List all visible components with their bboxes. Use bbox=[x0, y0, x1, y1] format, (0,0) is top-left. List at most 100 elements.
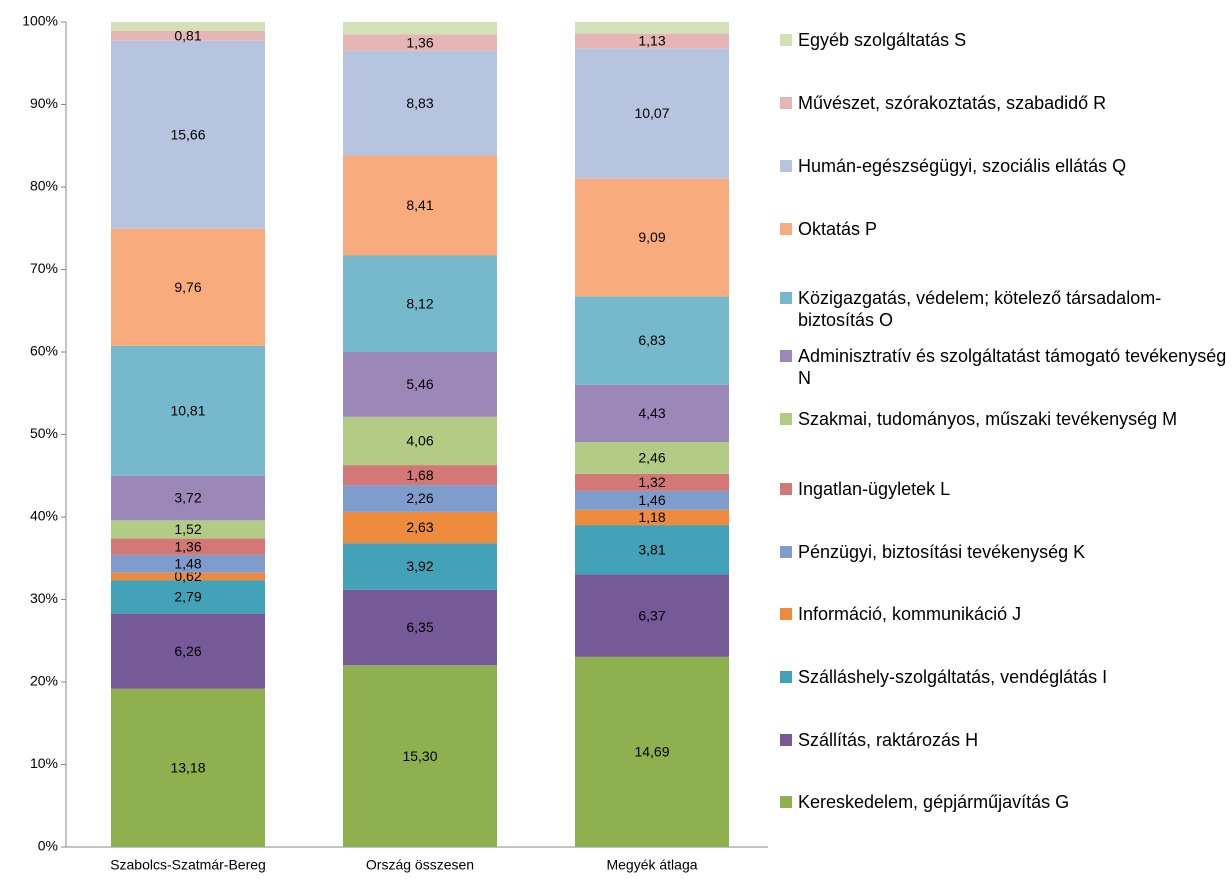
data-label: 10,07 bbox=[634, 105, 669, 121]
y-tick-label: 0% bbox=[38, 838, 58, 854]
x-tick-label: Ország összesen bbox=[366, 857, 474, 873]
bar-segment bbox=[575, 442, 729, 474]
legend-swatch bbox=[780, 350, 792, 362]
data-label: 1,36 bbox=[406, 34, 433, 50]
legend-swatch bbox=[780, 34, 792, 46]
bar-segment bbox=[575, 22, 729, 34]
data-label: 1,68 bbox=[406, 467, 433, 483]
bar-segment bbox=[343, 543, 497, 590]
legend-label: Ingatlan-ügyletek L bbox=[798, 479, 951, 499]
legend-label: Humán-egészségügyi, szociális ellátás Q bbox=[798, 156, 1127, 176]
legend-swatch bbox=[780, 160, 792, 172]
bar-segment bbox=[575, 574, 729, 657]
bar-segment bbox=[111, 520, 265, 539]
bar-segment bbox=[111, 475, 265, 521]
legend-label: Pénzügyi, biztosítási tevékenység K bbox=[798, 542, 1086, 562]
legend-label: Szállítás, raktározás H bbox=[798, 730, 979, 750]
y-tick-label: 30% bbox=[30, 590, 58, 606]
data-label: 1,13 bbox=[638, 33, 665, 49]
bar-segment bbox=[111, 688, 265, 847]
legend-label: Egyéb szolgáltatás S bbox=[798, 30, 967, 50]
legend-swatch bbox=[780, 413, 792, 425]
legend-item: Oktatás P bbox=[780, 218, 1228, 240]
bar-segment bbox=[111, 538, 265, 555]
data-label: 1,36 bbox=[174, 538, 201, 554]
data-label: 9,76 bbox=[174, 279, 201, 295]
legend-item: Szállítás, raktározás H bbox=[780, 729, 1228, 751]
legend-swatch bbox=[780, 483, 792, 495]
bar-segment bbox=[575, 33, 729, 49]
bar-segment bbox=[575, 178, 729, 297]
bar-segment bbox=[575, 296, 729, 385]
bar-segment bbox=[111, 31, 265, 41]
data-label: 1,52 bbox=[174, 521, 201, 537]
legend-swatch bbox=[780, 608, 792, 620]
bar-segment bbox=[575, 384, 729, 443]
bar-segment bbox=[343, 665, 497, 847]
legend-label: Információ, kommunikáció J bbox=[798, 604, 1022, 624]
legend-item: Művészet, szórakoztatás, szabadidő R bbox=[780, 92, 1228, 114]
legend-item: Szakmai, tudományos, műszaki tevékenység… bbox=[780, 408, 1228, 430]
data-label: 1,32 bbox=[638, 474, 665, 490]
bar-segment bbox=[343, 465, 497, 486]
bar-segment bbox=[343, 351, 497, 417]
legend-label: Adminisztratív és szolgáltatást támogató… bbox=[798, 346, 1227, 388]
data-label: 6,37 bbox=[638, 607, 665, 623]
bar-segment bbox=[575, 473, 729, 491]
bar-segment bbox=[111, 613, 265, 689]
bar-segment bbox=[111, 40, 265, 229]
data-label: 3,81 bbox=[638, 541, 665, 557]
bar-segment bbox=[575, 525, 729, 575]
data-label: 6,83 bbox=[638, 332, 665, 348]
y-tick-label: 70% bbox=[30, 260, 58, 276]
legend-swatch bbox=[780, 734, 792, 746]
bar-segment bbox=[343, 416, 497, 466]
y-tick-label: 10% bbox=[30, 755, 58, 771]
y-tick-label: 60% bbox=[30, 343, 58, 359]
data-label: 8,12 bbox=[406, 295, 433, 311]
data-label: 3,72 bbox=[174, 490, 201, 506]
bar-segment bbox=[343, 50, 497, 156]
legend-item: Szálláshely-szolgáltatás, vendéglátás I bbox=[780, 666, 1228, 688]
legend-label: Oktatás P bbox=[798, 219, 878, 239]
legend-swatch bbox=[780, 546, 792, 558]
bar-segment bbox=[575, 490, 729, 510]
legend-label: Szálláshely-szolgáltatás, vendéglátás I bbox=[798, 667, 1108, 687]
data-label: 2,26 bbox=[406, 490, 433, 506]
data-label: 8,41 bbox=[406, 197, 433, 213]
data-label: 5,46 bbox=[406, 376, 433, 392]
chart: 0% 10% 20% 30% 40% 50% 60% 70% 80% 90% 100% Szabolc… bbox=[22, 13, 768, 873]
data-label: 9,09 bbox=[638, 229, 665, 245]
y-tick-label: 50% bbox=[30, 425, 58, 441]
data-label: 1,18 bbox=[638, 509, 665, 525]
data-label: 15,66 bbox=[170, 126, 205, 142]
bar-segment bbox=[111, 572, 265, 581]
y-tick-label: 40% bbox=[30, 508, 58, 524]
legend-label: Közigazgatás, védelem; kötelező társadal… bbox=[798, 288, 1162, 330]
bar-segment bbox=[575, 48, 729, 179]
data-label: 13,18 bbox=[170, 760, 205, 776]
bar-segment bbox=[575, 656, 729, 847]
bar-segment bbox=[343, 255, 497, 352]
legend-item: Pénzügyi, biztosítási tevékenység K bbox=[780, 541, 1228, 563]
bar-segment bbox=[111, 345, 265, 476]
bar-segment bbox=[111, 580, 265, 614]
data-label: 6,35 bbox=[406, 619, 433, 635]
data-label: 1,48 bbox=[174, 555, 201, 571]
bar-segment bbox=[343, 34, 497, 51]
bar-segment bbox=[343, 511, 497, 544]
bar-segment bbox=[343, 155, 497, 256]
y-tick-label: 100% bbox=[22, 13, 58, 29]
x-tick-label: Megyék átlaga bbox=[606, 857, 697, 873]
legend-label: Művészet, szórakoztatás, szabadidő R bbox=[798, 93, 1107, 113]
data-label: 15,30 bbox=[402, 748, 437, 764]
legend-item: Egyéb szolgáltatás S bbox=[780, 29, 1228, 51]
bar-segment bbox=[111, 554, 265, 573]
data-label: 2,46 bbox=[638, 450, 665, 466]
data-label: 2,79 bbox=[174, 589, 201, 605]
y-tick-label: 90% bbox=[30, 95, 58, 111]
legend-swatch bbox=[780, 796, 792, 808]
legend-swatch bbox=[780, 671, 792, 683]
data-label: 3,92 bbox=[406, 558, 433, 574]
